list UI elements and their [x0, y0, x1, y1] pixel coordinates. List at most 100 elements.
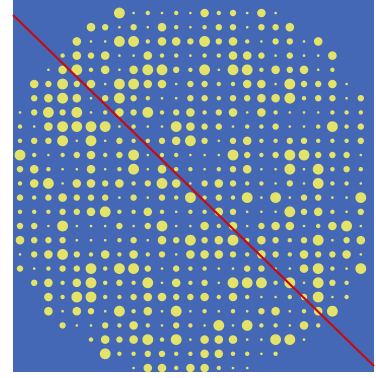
- diffraction-spot: [329, 279, 336, 286]
- diffraction-spot: [157, 22, 167, 32]
- diffraction-spot: [259, 67, 264, 73]
- diagonal-line: [12, 14, 375, 367]
- diffraction-spot: [157, 37, 167, 46]
- diffraction-spot: [312, 234, 324, 246]
- diffraction-spot: [32, 267, 36, 270]
- diffraction-spot: [57, 78, 68, 90]
- diffraction-spot: [143, 363, 153, 373]
- diffraction-spot: [188, 167, 193, 172]
- diffraction-spot: [58, 65, 67, 75]
- diffraction-spot: [186, 108, 195, 117]
- diffraction-spot: [174, 96, 178, 100]
- diffraction-spot: [86, 22, 96, 32]
- diffraction-spot: [159, 337, 165, 342]
- diffraction-spot: [202, 266, 207, 271]
- diffraction-spot: [102, 322, 109, 329]
- diffraction-spot: [45, 80, 52, 88]
- diffraction-spot: [344, 294, 349, 300]
- diffraction-spot: [31, 109, 38, 116]
- diffraction-spot: [201, 237, 208, 244]
- diffraction-spot: [199, 36, 211, 47]
- diffraction-spot: [114, 36, 125, 47]
- diffraction-spot: [312, 277, 324, 289]
- diffraction-spot: [44, 306, 53, 316]
- diffraction-spot: [244, 151, 251, 159]
- diffraction-spot: [230, 195, 236, 200]
- diffraction-spot: [274, 210, 277, 214]
- diffraction-spot: [72, 51, 82, 60]
- diffraction-spot: [271, 93, 280, 103]
- diffraction-spot: [241, 320, 253, 331]
- diffraction-spot: [257, 93, 266, 103]
- diffraction-spot: [43, 178, 54, 189]
- diffraction-spot: [286, 180, 293, 187]
- diffraction-spot: [258, 24, 265, 31]
- diffraction-spot: [245, 210, 249, 214]
- diffraction-spot: [201, 95, 208, 102]
- diffraction-spot: [117, 351, 122, 356]
- diffraction-spot: [301, 309, 307, 314]
- diffraction-spot: [299, 264, 309, 273]
- diffraction-spot: [273, 138, 278, 143]
- diffraction-spot: [131, 138, 136, 143]
- diffraction-spot: [117, 167, 122, 172]
- diffraction-spot: [244, 95, 251, 102]
- diffraction-spot: [117, 294, 122, 300]
- diffraction-spot: [217, 309, 221, 313]
- diffraction-spot: [44, 278, 53, 288]
- diffraction-spot: [188, 323, 193, 328]
- diffraction-spot: [158, 350, 166, 357]
- diffraction-spot: [245, 124, 250, 129]
- diffraction-spot: [103, 238, 107, 242]
- diffraction-spot: [274, 82, 277, 86]
- diffraction-spot: [129, 321, 138, 330]
- diffraction-spot: [285, 221, 295, 231]
- diffraction-spot: [160, 267, 164, 270]
- diffraction-spot: [189, 25, 192, 29]
- diffraction-spot: [144, 180, 151, 187]
- diffraction-spot: [47, 153, 50, 157]
- diffraction-spot: [59, 109, 66, 116]
- diffraction-spot: [230, 351, 236, 356]
- diffraction-spot: [115, 108, 124, 117]
- diffraction-spot: [31, 222, 38, 230]
- diffraction-spot: [174, 152, 179, 158]
- diffraction-spot: [143, 51, 153, 60]
- diffraction-spot: [315, 80, 322, 88]
- diffraction-spot: [217, 68, 221, 72]
- diffraction-spot: [170, 305, 182, 317]
- diffraction-spot: [284, 78, 296, 90]
- diffraction-spot: [313, 207, 323, 217]
- diffraction-spot: [299, 250, 309, 259]
- diffraction-spot: [130, 24, 137, 31]
- diffraction-spot: [100, 250, 110, 259]
- diffraction-spot: [75, 224, 79, 228]
- diffraction-spot: [231, 125, 235, 128]
- diffraction-spot: [58, 193, 67, 202]
- diffraction-spot: [202, 53, 207, 58]
- diffraction-spot: [114, 92, 125, 104]
- diffraction-spot: [274, 11, 277, 15]
- diffraction-spot: [186, 250, 195, 259]
- diffraction-spot: [46, 209, 51, 214]
- diffraction-spot: [132, 224, 135, 228]
- diffraction-spot: [117, 238, 122, 243]
- diffraction-spot: [18, 111, 22, 114]
- diffraction-spot: [215, 194, 222, 201]
- diffraction-spot: [199, 64, 211, 76]
- diffraction-spot: [160, 96, 164, 100]
- diffraction-spot: [229, 251, 237, 258]
- diffraction-spot: [173, 237, 180, 244]
- diffraction-spot: [302, 54, 306, 57]
- diffraction-spot: [260, 210, 263, 214]
- diffraction-spot: [173, 265, 180, 272]
- diffraction-spot: [73, 194, 81, 201]
- diffraction-spot: [260, 352, 263, 356]
- diffraction-spot: [355, 192, 367, 204]
- diffraction-spot: [330, 110, 335, 115]
- diffraction-spot: [188, 351, 193, 356]
- diffraction-spot: [257, 108, 266, 117]
- diffraction-spot: [189, 224, 192, 228]
- diffraction-spot: [159, 209, 165, 214]
